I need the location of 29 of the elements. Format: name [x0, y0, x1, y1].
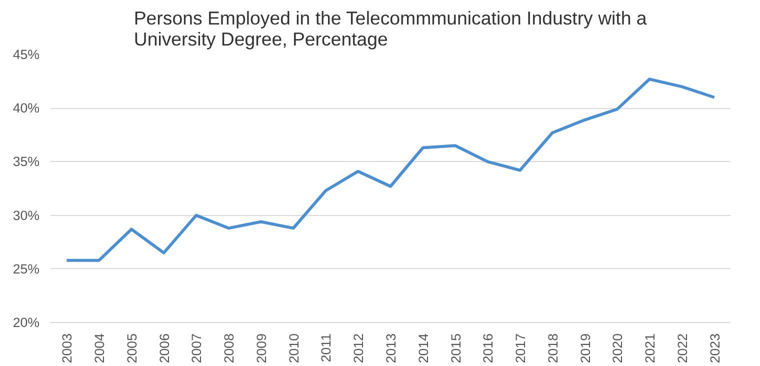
- x-tick-label: 2005: [124, 333, 140, 364]
- x-tick-label: 2022: [674, 333, 690, 364]
- x-tick-label: 2009: [254, 333, 269, 364]
- x-tick-label: 2019: [578, 333, 593, 364]
- x-tick-label: 2008: [222, 333, 237, 364]
- y-tick-label: 45%: [12, 47, 40, 62]
- x-tick-label: 2007: [189, 333, 204, 364]
- y-tick-label: 40%: [12, 100, 40, 116]
- x-tick-label: 2021: [642, 333, 658, 364]
- x-tick-label: 2013: [384, 333, 398, 364]
- y-tick-label: 20%: [12, 315, 40, 330]
- y-tick-label: 25%: [12, 261, 40, 276]
- x-tick-label: 2016: [480, 333, 496, 364]
- y-tick-label: 30%: [12, 208, 40, 223]
- x-tick-label: 2023: [707, 333, 722, 364]
- x-tick-label: 2010: [286, 333, 302, 364]
- line-series: [65, 78, 716, 262]
- x-tick-label: 2011: [318, 333, 334, 362]
- x-tick-label: 2018: [545, 333, 560, 364]
- x-tick-label: 2003: [60, 333, 75, 364]
- chart-title: Persons Employed in the Telecommmunication Industry with a University Degree, Percentage: [134, 8, 648, 50]
- x-tick-label: 2004: [92, 332, 108, 364]
- x-tick-label: 2006: [156, 333, 172, 364]
- x-tick-label: 2012: [351, 333, 366, 364]
- y-tick-label: 35%: [12, 154, 40, 170]
- x-tick-label: 2017: [513, 333, 528, 364]
- x-tick-label: 2014: [416, 332, 431, 364]
- x-tick-label: 2015: [448, 333, 464, 364]
- x-tick-label: 2020: [610, 333, 626, 364]
